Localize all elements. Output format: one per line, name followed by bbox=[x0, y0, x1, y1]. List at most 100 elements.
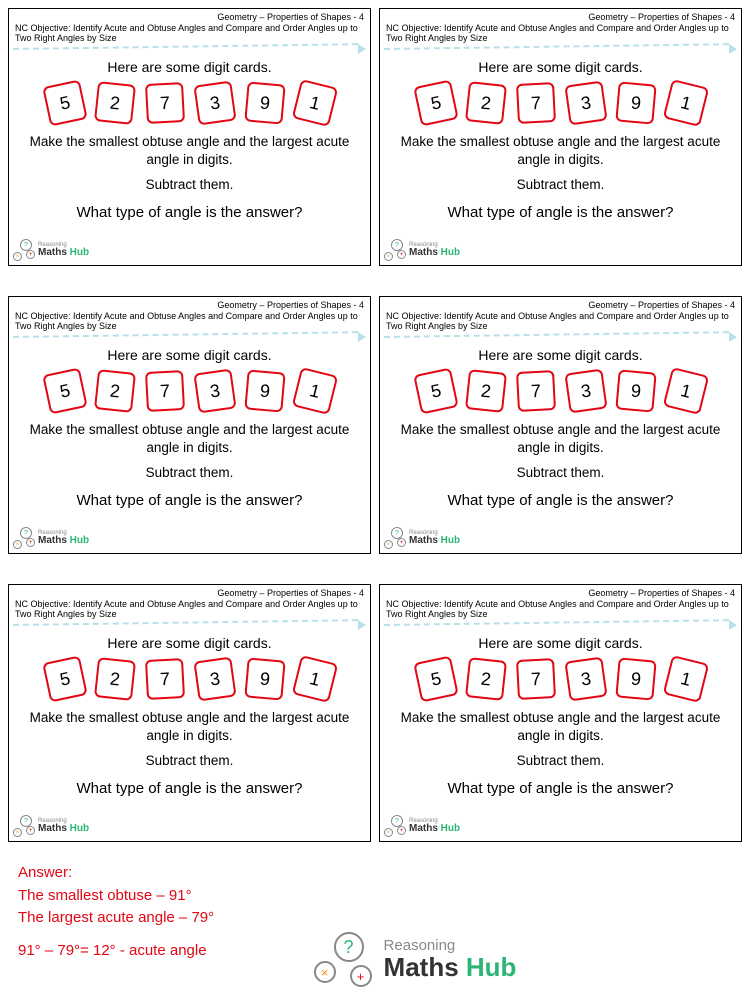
digit-card: 1 bbox=[291, 79, 338, 127]
logo-text: ReasoningMaths Hub bbox=[38, 530, 89, 546]
logo-icon: ?×+ bbox=[13, 815, 35, 837]
digit-card: 9 bbox=[244, 657, 285, 700]
logo-bubble-times: × bbox=[314, 961, 336, 983]
worksheet-card: Geometry – Properties of Shapes - 4NC Ob… bbox=[8, 584, 371, 842]
logo-bubble-times: × bbox=[13, 540, 22, 549]
digit-row: 527391 bbox=[380, 371, 741, 411]
card-objective: NC Objective: Identify Acute and Obtuse … bbox=[380, 599, 741, 621]
card-header: Geometry – Properties of Shapes - 4 bbox=[380, 9, 741, 23]
digit-card: 5 bbox=[42, 367, 87, 414]
digit-card: 5 bbox=[413, 655, 458, 702]
logo-icon: ?×+ bbox=[384, 239, 406, 261]
digit-row: 527391 bbox=[9, 659, 370, 699]
card-logo: ?×+ReasoningMaths Hub bbox=[13, 527, 89, 549]
card-instruction-2: Subtract them. bbox=[19, 464, 360, 482]
digit-card: 9 bbox=[244, 81, 285, 124]
digit-card: 2 bbox=[94, 81, 136, 125]
logo-text: ReasoningMaths Hub bbox=[409, 242, 460, 258]
digit-card: 1 bbox=[662, 655, 709, 703]
card-question: What type of angle is the answer? bbox=[390, 492, 731, 509]
digit-card: 7 bbox=[515, 82, 555, 124]
logo-bubble-times: × bbox=[13, 252, 22, 261]
card-objective: NC Objective: Identify Acute and Obtuse … bbox=[9, 23, 370, 45]
card-question: What type of angle is the answer? bbox=[390, 204, 731, 221]
logo-bubble-times: × bbox=[384, 252, 393, 261]
logo-bubble-plus: + bbox=[350, 965, 372, 987]
logo-text: Reasoning Maths Hub bbox=[384, 938, 517, 981]
card-header: Geometry – Properties of Shapes - 4 bbox=[9, 9, 370, 23]
logo-text: ReasoningMaths Hub bbox=[409, 818, 460, 834]
logo-text-main: Maths Hub bbox=[384, 954, 517, 981]
card-question: What type of angle is the answer? bbox=[390, 780, 731, 797]
card-instruction-1: Make the smallest obtuse angle and the l… bbox=[19, 421, 360, 456]
card-question: What type of angle is the answer? bbox=[19, 780, 360, 797]
card-header: Geometry – Properties of Shapes - 4 bbox=[9, 297, 370, 311]
worksheet-card: Geometry – Properties of Shapes - 4NC Ob… bbox=[379, 584, 742, 842]
digit-row: 527391 bbox=[380, 659, 741, 699]
logo-icon: ? × + bbox=[314, 932, 374, 987]
card-logo: ?×+ReasoningMaths Hub bbox=[384, 527, 460, 549]
logo-bubble-question: ? bbox=[334, 932, 364, 962]
card-instruction-2: Subtract them. bbox=[390, 752, 731, 770]
card-logo: ?×+ReasoningMaths Hub bbox=[13, 239, 89, 261]
card-logo: ?×+ReasoningMaths Hub bbox=[384, 815, 460, 837]
digit-card: 7 bbox=[144, 658, 184, 700]
card-logo: ?×+ReasoningMaths Hub bbox=[13, 815, 89, 837]
card-instruction-1: Make the smallest obtuse angle and the l… bbox=[390, 421, 731, 456]
logo-bubble-plus: + bbox=[26, 250, 35, 259]
logo-text: ReasoningMaths Hub bbox=[409, 530, 460, 546]
card-objective: NC Objective: Identify Acute and Obtuse … bbox=[9, 311, 370, 333]
card-instruction-1: Make the smallest obtuse angle and the l… bbox=[19, 133, 360, 168]
digit-card: 9 bbox=[244, 369, 285, 412]
digit-card: 9 bbox=[615, 369, 656, 412]
card-intro: Here are some digit cards. bbox=[9, 635, 370, 651]
worksheet-card: Geometry – Properties of Shapes - 4NC Ob… bbox=[8, 8, 371, 266]
logo-bubble-times: × bbox=[384, 540, 393, 549]
logo-icon: ?×+ bbox=[384, 527, 406, 549]
logo-icon: ?×+ bbox=[13, 527, 35, 549]
worksheet-card: Geometry – Properties of Shapes - 4NC Ob… bbox=[379, 296, 742, 554]
card-instruction-1: Make the smallest obtuse angle and the l… bbox=[390, 709, 731, 744]
digit-card: 7 bbox=[144, 370, 184, 412]
digit-card: 1 bbox=[662, 79, 709, 127]
digit-row: 527391 bbox=[9, 371, 370, 411]
arrow-divider bbox=[13, 45, 366, 53]
card-intro: Here are some digit cards. bbox=[380, 635, 741, 651]
logo-bubble-plus: + bbox=[26, 826, 35, 835]
arrow-divider bbox=[384, 621, 737, 629]
digit-card: 7 bbox=[515, 658, 555, 700]
logo-icon: ?×+ bbox=[13, 239, 35, 261]
card-intro: Here are some digit cards. bbox=[9, 347, 370, 363]
card-question: What type of angle is the answer? bbox=[19, 204, 360, 221]
digit-card: 3 bbox=[193, 81, 236, 126]
digit-card: 1 bbox=[291, 655, 338, 703]
digit-card: 3 bbox=[564, 81, 607, 126]
arrow-divider bbox=[384, 45, 737, 53]
digit-card: 9 bbox=[615, 81, 656, 124]
card-instruction-1: Make the smallest obtuse angle and the l… bbox=[19, 709, 360, 744]
digit-card: 1 bbox=[291, 367, 338, 415]
digit-card: 2 bbox=[465, 657, 507, 701]
digit-card: 1 bbox=[662, 367, 709, 415]
arrow-divider bbox=[384, 333, 737, 341]
card-header: Geometry – Properties of Shapes - 4 bbox=[380, 585, 741, 599]
worksheet-grid: Geometry – Properties of Shapes - 4NC Ob… bbox=[8, 8, 742, 842]
digit-card: 5 bbox=[413, 79, 458, 126]
card-intro: Here are some digit cards. bbox=[380, 347, 741, 363]
digit-row: 527391 bbox=[380, 83, 741, 123]
card-instruction-2: Subtract them. bbox=[19, 752, 360, 770]
card-objective: NC Objective: Identify Acute and Obtuse … bbox=[380, 311, 741, 333]
logo-bubble-plus: + bbox=[397, 538, 406, 547]
card-logo: ?×+ReasoningMaths Hub bbox=[384, 239, 460, 261]
digit-card: 3 bbox=[193, 657, 236, 702]
logo-icon: ?×+ bbox=[384, 815, 406, 837]
digit-card: 7 bbox=[144, 82, 184, 124]
answer-title: Answer: bbox=[18, 862, 742, 885]
digit-card: 5 bbox=[42, 79, 87, 126]
card-objective: NC Objective: Identify Acute and Obtuse … bbox=[9, 599, 370, 621]
arrow-divider bbox=[13, 333, 366, 341]
answer-line-2: The largest acute angle – 79° bbox=[18, 907, 742, 930]
digit-card: 2 bbox=[94, 657, 136, 701]
card-intro: Here are some digit cards. bbox=[9, 59, 370, 75]
answer-line-1: The smallest obtuse – 91° bbox=[18, 885, 742, 908]
